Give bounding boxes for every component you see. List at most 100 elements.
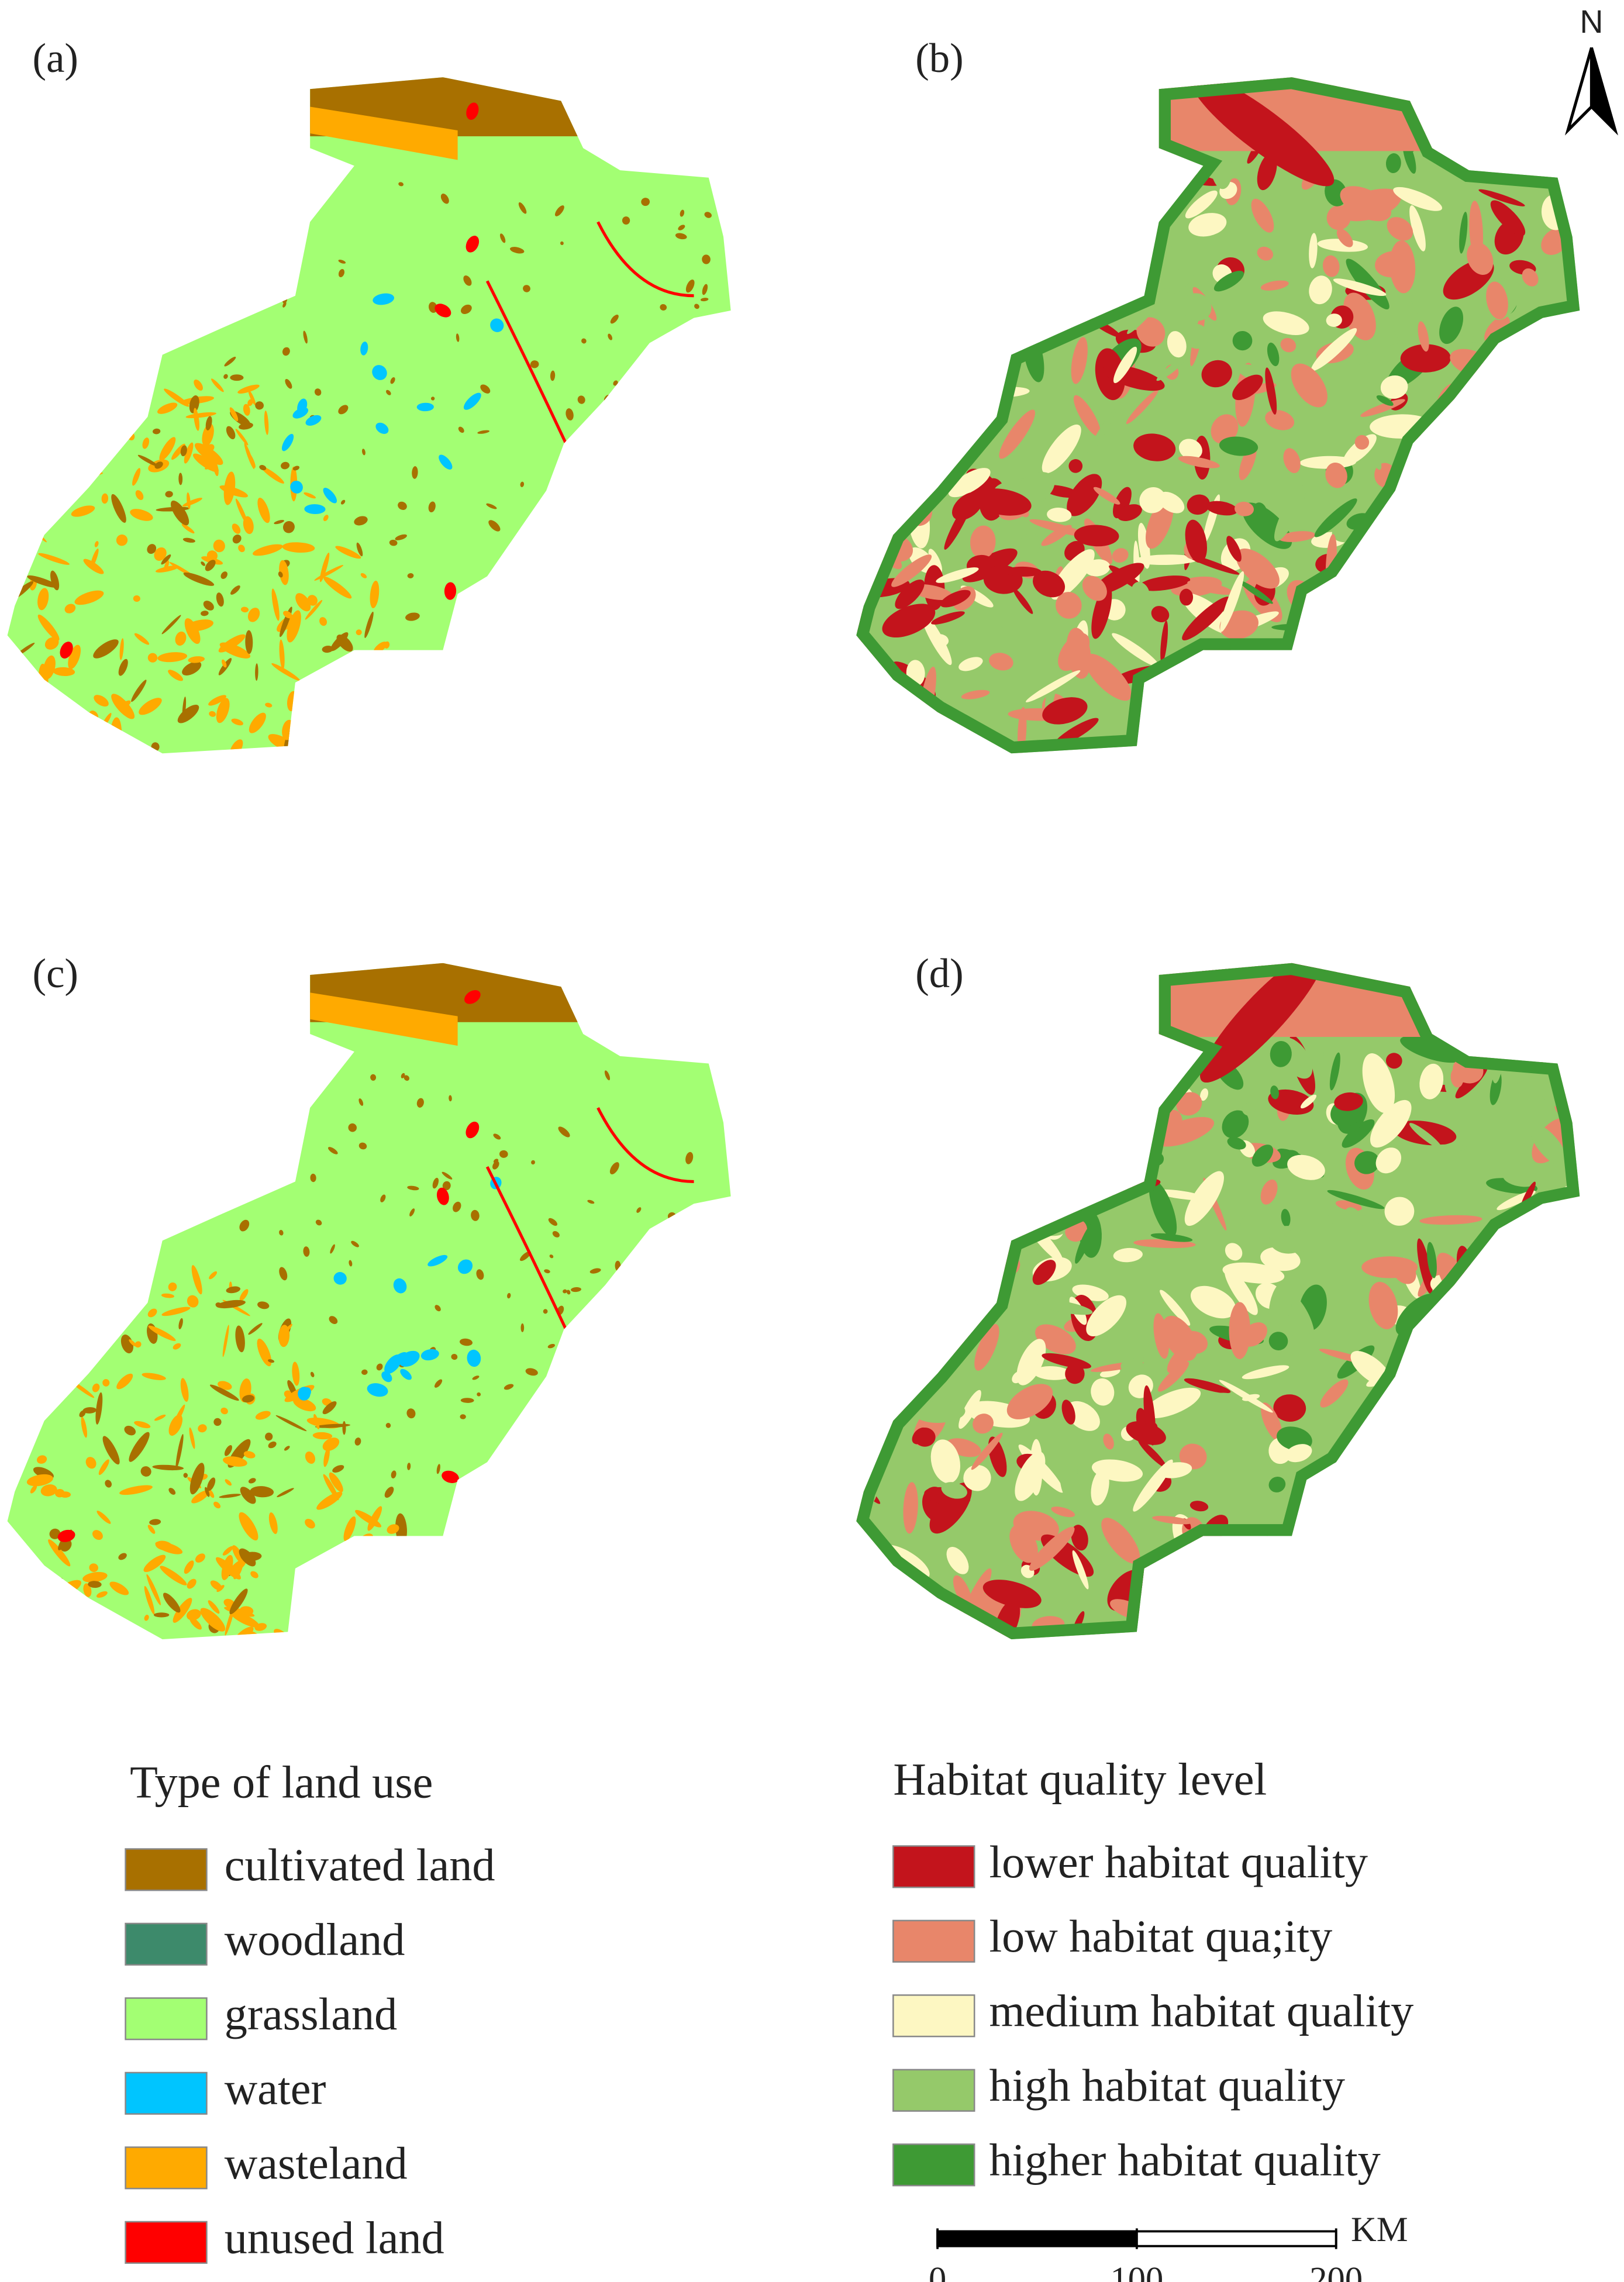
map-patch	[1544, 1521, 1580, 1535]
map-patch	[1280, 337, 1297, 353]
map-patch	[139, 698, 162, 715]
map-patch	[1306, 698, 1345, 743]
map-patch	[180, 1378, 189, 1402]
map-patch	[325, 1571, 346, 1581]
map-patch	[1564, 659, 1580, 704]
map-patch	[1151, 606, 1170, 623]
map-patch	[947, 146, 964, 168]
map-patch	[1469, 451, 1488, 470]
map-patch	[94, 695, 109, 707]
map-patch	[919, 1243, 936, 1266]
map-patch	[1513, 482, 1531, 520]
map-patch	[185, 412, 216, 419]
map-patch	[203, 601, 214, 611]
map-patch	[702, 254, 711, 264]
legend-swatch	[125, 1848, 208, 1891]
map-patch	[416, 402, 434, 412]
map-patch	[1071, 1525, 1088, 1551]
map-patch	[870, 1050, 896, 1072]
map-patch	[1326, 1608, 1342, 1621]
map-patch	[370, 580, 380, 609]
map-patch	[1092, 1166, 1106, 1180]
map-patch	[1410, 1507, 1433, 1535]
map-patch	[420, 1349, 439, 1361]
map-patch	[456, 333, 460, 342]
map-patch	[1403, 1446, 1418, 1461]
map-patch	[1553, 566, 1580, 601]
map-patch	[982, 1152, 1021, 1167]
map-patch	[1549, 497, 1571, 521]
map-patch	[75, 1291, 92, 1315]
map-patch	[189, 1427, 195, 1449]
map-patch	[1522, 1336, 1546, 1362]
map-patch	[222, 1546, 233, 1556]
map-patch	[208, 695, 226, 706]
map-patch	[220, 571, 227, 579]
map-patch	[1475, 582, 1498, 598]
map-patch	[554, 205, 564, 216]
map-patch	[1272, 1333, 1314, 1357]
map-patch	[135, 1341, 142, 1348]
map-patch	[1322, 255, 1340, 277]
map-patch	[8, 1603, 25, 1632]
map-patch	[1574, 1570, 1580, 1608]
map-patch	[242, 182, 249, 189]
map-patch	[566, 408, 574, 420]
map-patch	[485, 1107, 694, 1345]
map-patch	[323, 515, 329, 522]
map-patch	[1371, 594, 1433, 616]
map-patch	[1307, 1503, 1337, 1528]
map-patch	[1103, 1433, 1114, 1450]
map-patch	[1242, 1365, 1289, 1380]
map-patch	[1058, 169, 1106, 186]
map-patch	[165, 491, 173, 498]
map-patch	[37, 588, 49, 611]
map-patch	[1440, 987, 1463, 1012]
map-patch	[303, 1246, 310, 1257]
map-patch	[944, 1194, 975, 1204]
map-patch	[1042, 697, 1088, 725]
map-patch	[188, 656, 205, 663]
map-patch	[1387, 217, 1413, 241]
map-patch	[1482, 1402, 1492, 1425]
map-patch	[887, 306, 906, 322]
map-patch	[230, 585, 240, 595]
map-patch	[587, 1199, 595, 1204]
map-patch	[1032, 143, 1045, 156]
map-patch	[1260, 280, 1289, 291]
map-patch	[261, 466, 284, 484]
map-patch	[1197, 732, 1230, 754]
map-patch	[1370, 449, 1382, 470]
map-patch	[913, 1014, 932, 1050]
map-patch	[1029, 519, 1088, 537]
map-patch	[1436, 595, 1487, 625]
map-patch	[28, 1574, 34, 1602]
map-patch	[856, 1598, 872, 1640]
map-patch	[30, 1485, 37, 1494]
map-patch	[1323, 585, 1344, 615]
map-patch	[510, 247, 525, 254]
map-patch	[922, 188, 943, 209]
map-patch	[334, 732, 357, 754]
map-patch	[157, 652, 188, 663]
map-patch	[1042, 1353, 1091, 1369]
legend-label: higher habitat quality	[989, 2135, 1380, 2186]
map-patch	[154, 1414, 166, 1421]
map-patch	[1419, 446, 1447, 466]
map-patch	[1225, 1580, 1275, 1619]
map-patch	[305, 415, 322, 426]
map-patch	[178, 1318, 183, 1329]
map-patch	[543, 1309, 548, 1314]
map-patch	[866, 1394, 899, 1404]
map-patch	[1354, 1151, 1380, 1174]
map-patch	[477, 430, 490, 434]
map-patch	[1061, 184, 1079, 239]
map-patch	[496, 571, 503, 578]
map-patch	[314, 388, 322, 396]
map-patch	[1050, 163, 1078, 219]
scale-unit: KM	[1351, 2210, 1408, 2249]
map-patch	[1326, 313, 1342, 327]
map-patch	[949, 1140, 966, 1156]
map-patch	[877, 106, 892, 121]
map-patch	[442, 1470, 459, 1483]
